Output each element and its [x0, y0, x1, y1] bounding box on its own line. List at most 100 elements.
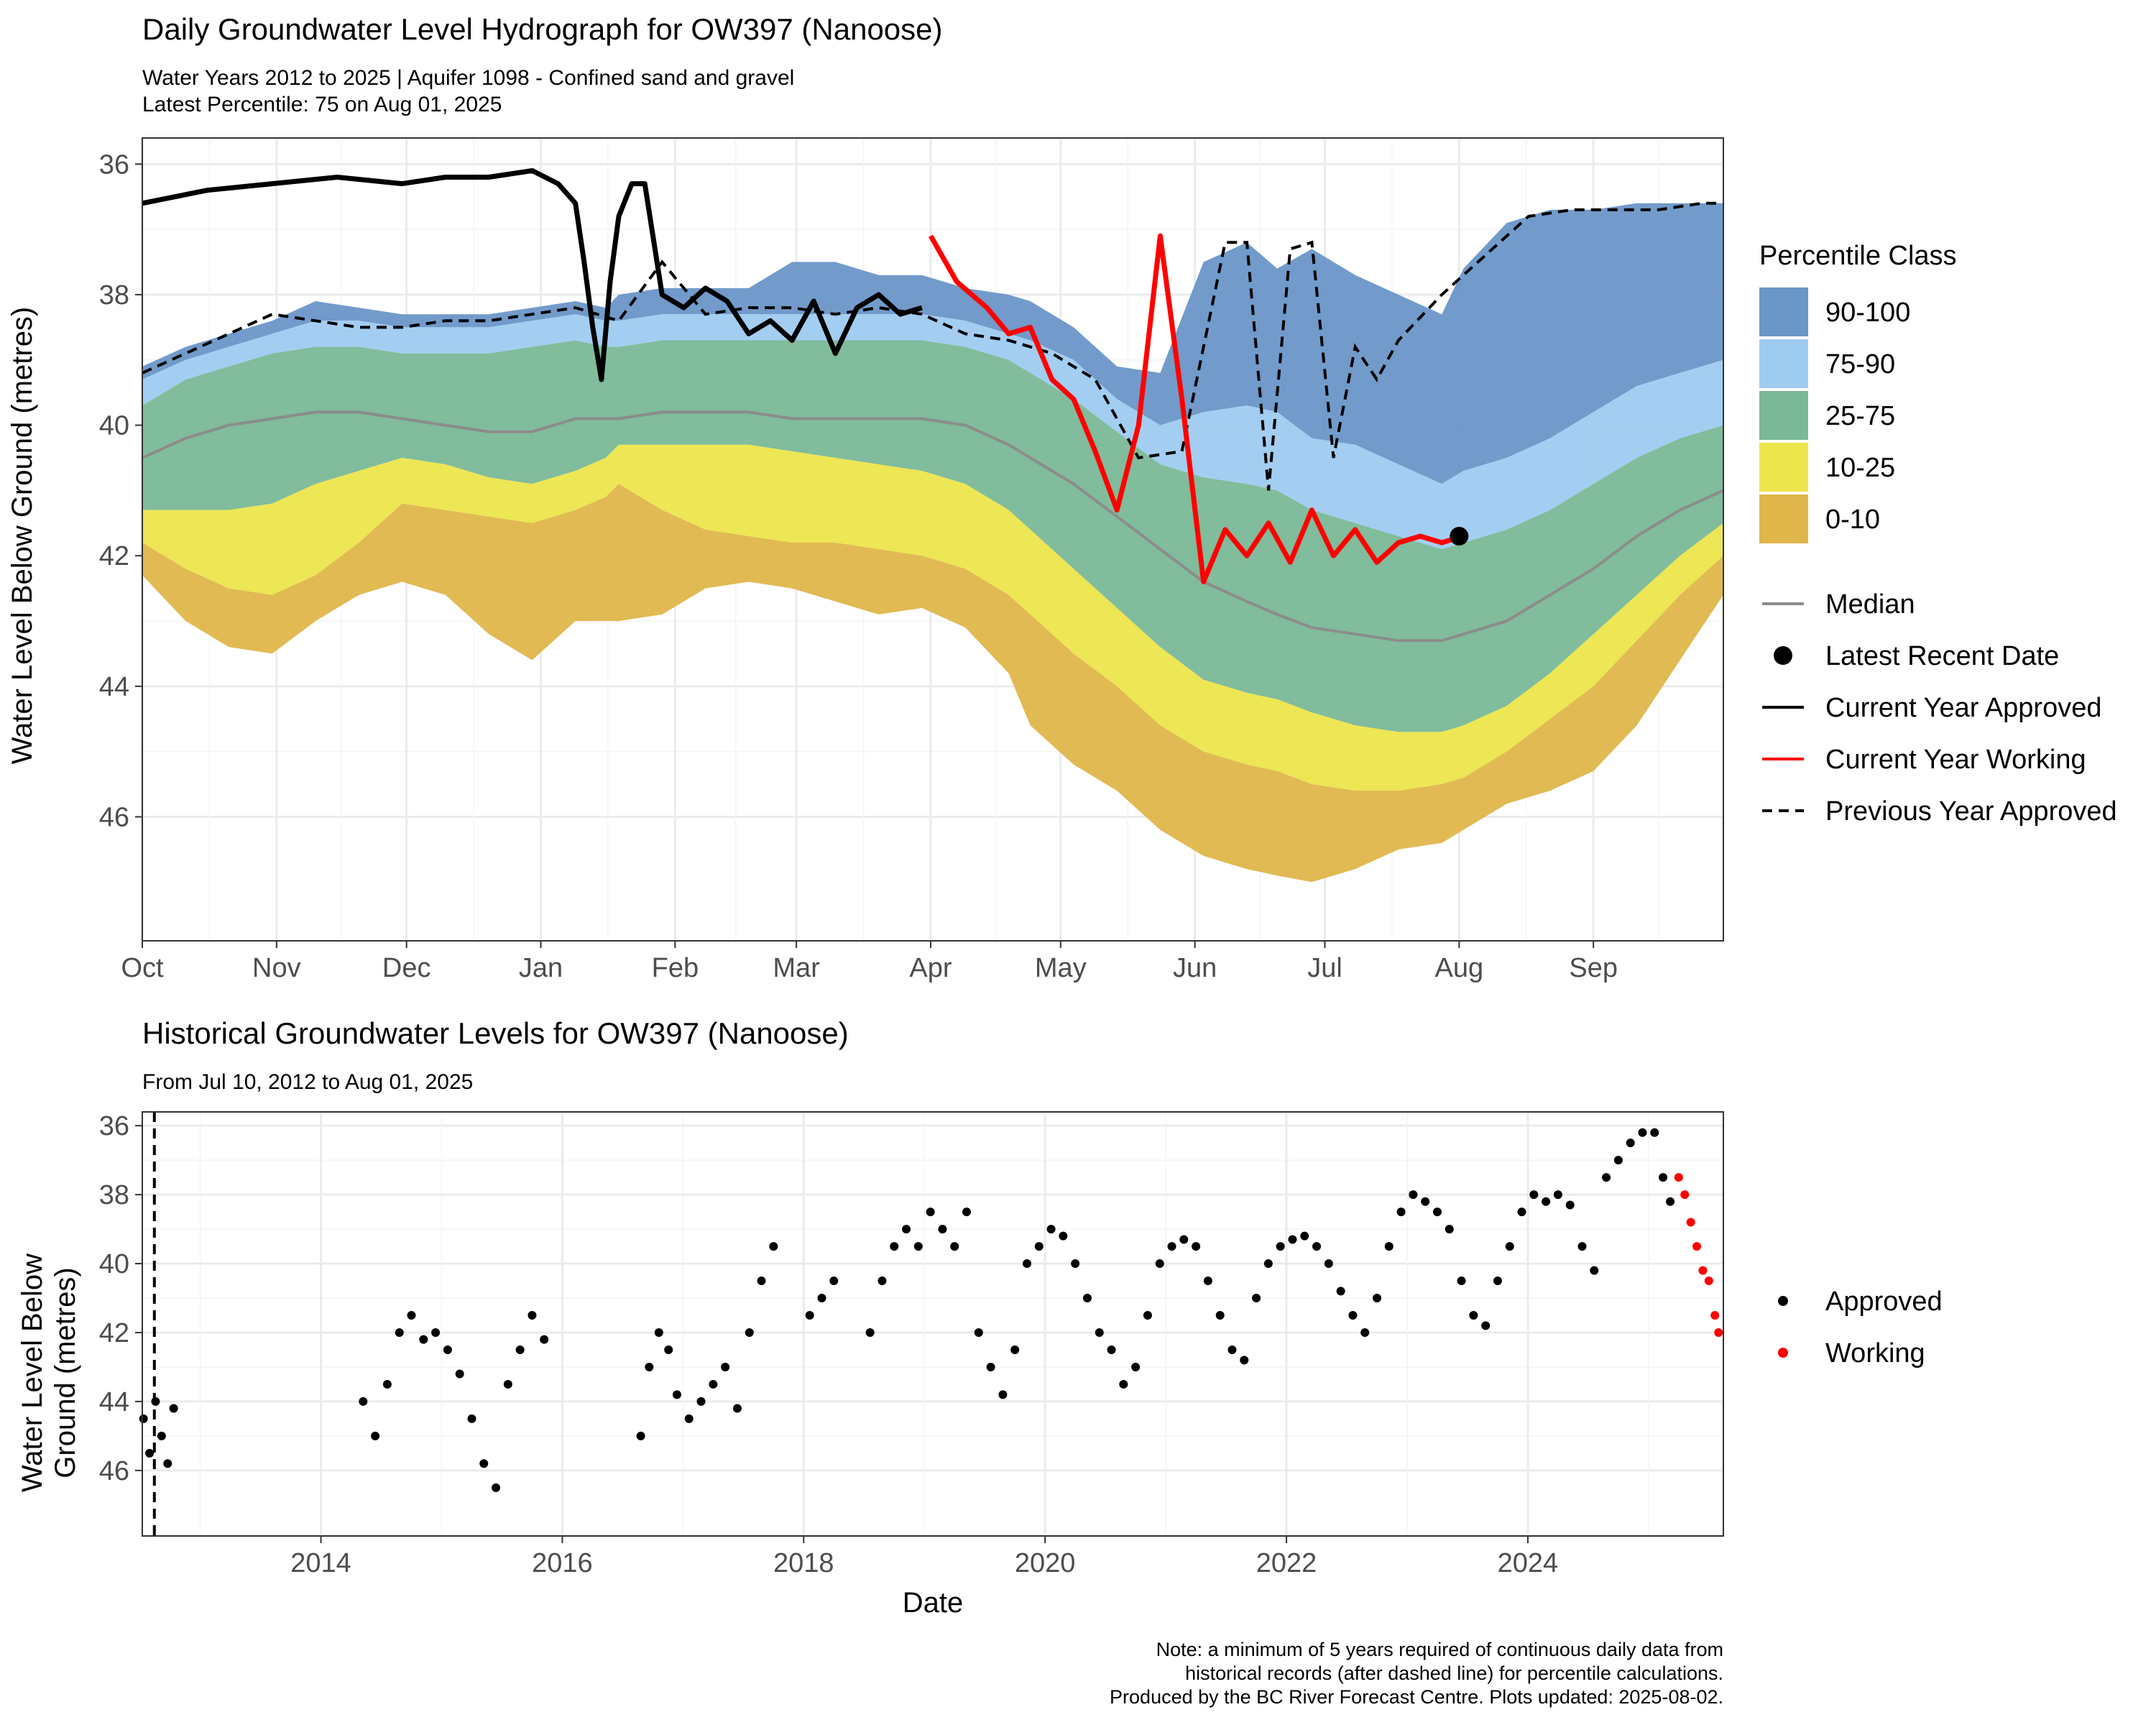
approved-point — [1227, 1345, 1237, 1354]
top-xtick-label: Feb — [652, 953, 699, 983]
approved-point — [1481, 1321, 1491, 1330]
approved-point — [431, 1328, 441, 1337]
legend-swatch-0-10 — [1759, 494, 1808, 543]
approved-point — [1276, 1242, 1285, 1251]
approved-point — [382, 1379, 392, 1389]
top-x-axis: Oct Nov Dec Jan Feb Mar Apr May Jun Jul Aug Sep — [121, 941, 1618, 983]
approved-point — [467, 1414, 476, 1423]
bottom-plot-background — [142, 1112, 1723, 1536]
approved-point — [455, 1369, 464, 1379]
legend-label-10-25: 10-25 — [1825, 453, 1895, 483]
approved-point — [817, 1294, 826, 1303]
bottom-chart-subtitle: From Jul 10, 2012 to Aug 01, 2025 — [142, 1070, 473, 1094]
bottom-ytick-label: 44 — [99, 1387, 129, 1417]
bottom-ytick-label: 42 — [99, 1318, 129, 1348]
legend-swatch-25-75 — [1759, 391, 1808, 440]
approved-point — [950, 1242, 959, 1251]
approved-point — [938, 1225, 947, 1234]
top-series-lines — [142, 167, 1724, 643]
approved-point — [443, 1345, 452, 1354]
approved-point — [1602, 1173, 1611, 1182]
legend-label-90-100: 90-100 — [1825, 298, 1910, 328]
bottom-legend-key-approved — [1778, 1296, 1788, 1306]
approved-point — [1553, 1190, 1562, 1200]
latest-recent-date-point — [1450, 526, 1469, 546]
legend-line-label: Current Year Approved — [1825, 693, 2102, 723]
approved-point — [1457, 1276, 1466, 1286]
approved-point — [1529, 1190, 1539, 1200]
legend-line-label: Current Year Working — [1825, 745, 2086, 775]
approved-point — [1613, 1156, 1623, 1165]
approved-point — [151, 1397, 160, 1406]
top-plot-area: 36 38 40 42 44 46 Oct Nov Dec Jan Feb Mar Apr May Jun… — [99, 137, 1724, 983]
legend-swatch-90-100 — [1759, 288, 1808, 336]
working-point — [1704, 1276, 1713, 1286]
top-xtick-label: Jul — [1307, 953, 1342, 983]
bottom-gridlines — [142, 1112, 1723, 1536]
working-point — [1710, 1311, 1720, 1320]
working-point — [1686, 1218, 1695, 1227]
top-percentile-bands — [142, 203, 1723, 883]
top-ytick-label: 42 — [99, 541, 129, 571]
approved-point — [1432, 1208, 1442, 1217]
bottom-legend-label-approved: Approved — [1825, 1287, 1943, 1317]
bottom-plot-area: 36 38 40 42 44 46 2014 2016 2018 2020 2022 2024 — [99, 1111, 1724, 1578]
approved-point — [1192, 1242, 1201, 1251]
bottom-xtick-label: 2022 — [1256, 1548, 1317, 1578]
approved-point — [829, 1276, 839, 1286]
approved-point — [1409, 1190, 1418, 1200]
approved-point — [1095, 1328, 1104, 1337]
bottom-legend-label-working: Working — [1825, 1338, 1925, 1368]
bottom-chart-xlabel: Date — [903, 1587, 964, 1619]
approved-point — [1022, 1259, 1031, 1269]
band-90-100 — [142, 203, 1723, 484]
approved-point — [1263, 1259, 1273, 1269]
legend-label-0-10: 0-10 — [1825, 505, 1880, 535]
approved-point — [407, 1311, 416, 1320]
bottom-ytick-label: 40 — [99, 1249, 129, 1279]
approved-point — [1046, 1225, 1056, 1234]
note-line-2: historical records (after dashed line) f… — [1185, 1662, 1723, 1684]
approved-point — [1167, 1242, 1176, 1251]
approved-point — [1010, 1345, 1020, 1354]
approved-point — [371, 1431, 380, 1440]
top-ytick-label: 38 — [99, 280, 129, 310]
bottom-plot-border — [142, 1111, 1724, 1537]
previous-year-approved-line — [142, 201, 1723, 491]
approved-point — [902, 1225, 911, 1234]
top-ytick-label: 44 — [99, 672, 129, 702]
approved-point — [528, 1311, 537, 1320]
approved-point — [1131, 1362, 1141, 1371]
approved-point — [890, 1242, 899, 1251]
approved-point — [1324, 1259, 1333, 1269]
top-xtick-label: Apr — [909, 953, 952, 983]
top-plot-border — [142, 137, 1724, 942]
approved-point — [1252, 1294, 1261, 1303]
approved-point — [139, 1414, 148, 1423]
approved-point — [654, 1328, 663, 1337]
bottom-xtick-label: 2016 — [532, 1548, 593, 1578]
approved-point — [664, 1345, 673, 1354]
approved-point — [1396, 1208, 1406, 1217]
legend-line-label: Latest Recent Date — [1825, 641, 2059, 671]
approved-point — [1626, 1138, 1635, 1148]
top-ytick-label: 36 — [99, 150, 129, 180]
approved-point — [1107, 1345, 1116, 1354]
approved-point — [1312, 1242, 1322, 1251]
approved-point — [769, 1242, 778, 1251]
bottom-legend: Approved Working — [1778, 1287, 1943, 1368]
top-ytick-label: 46 — [99, 802, 129, 832]
top-xtick-label: Aug — [1435, 953, 1484, 983]
approved-point — [757, 1276, 766, 1286]
top-chart-subtitle-2: Latest Percentile: 75 on Aug 01, 2025 — [142, 93, 502, 116]
approved-point — [1336, 1287, 1345, 1296]
approved-point — [1638, 1128, 1647, 1137]
band-0-10 — [142, 484, 1723, 883]
top-xtick-label: Sep — [1569, 953, 1618, 983]
approved-point — [645, 1362, 654, 1371]
approved-point — [721, 1362, 730, 1371]
approved-point — [1240, 1356, 1249, 1365]
approved-point — [1288, 1235, 1297, 1244]
note-line-1: Note: a minimum of 5 years required of c… — [1156, 1639, 1723, 1660]
top-chart-title: Daily Groundwater Level Hydrograph for O… — [142, 12, 943, 46]
